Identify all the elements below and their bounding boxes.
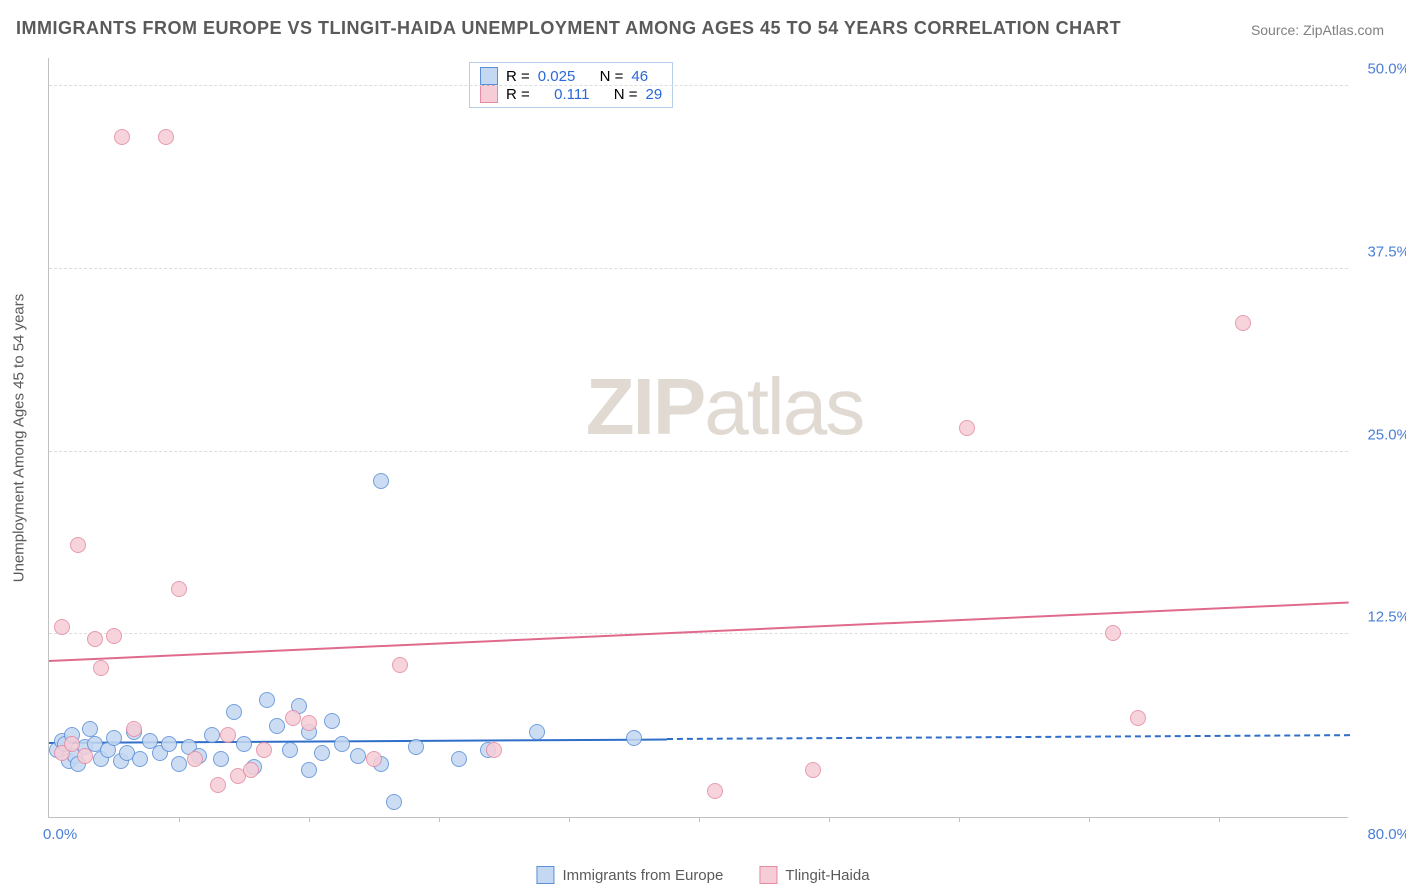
- data-point-series-1: [386, 794, 402, 810]
- data-point-series-2: [486, 742, 502, 758]
- y-tick-label: 37.5%: [1367, 243, 1406, 260]
- data-point-series-2: [256, 742, 272, 758]
- data-point-series-1: [334, 736, 350, 752]
- stats-swatch-1: [480, 67, 498, 85]
- x-tick: [829, 817, 830, 822]
- watermark-zip: ZIP: [586, 362, 704, 451]
- data-point-series-2: [210, 777, 226, 793]
- stats-swatch-2: [480, 85, 498, 103]
- x-tick: [179, 817, 180, 822]
- gridline: [49, 268, 1348, 269]
- stats-r-value-2: 0.111: [554, 86, 589, 103]
- data-point-series-1: [451, 751, 467, 767]
- data-point-series-1: [213, 751, 229, 767]
- series-legend: Immigrants from Europe Tlingit-Haida: [536, 866, 869, 884]
- x-axis-max-label: 80.0%: [1367, 826, 1406, 843]
- stats-r-value-1: 0.025: [538, 68, 576, 85]
- data-point-series-2: [1105, 625, 1121, 641]
- gridline: [49, 85, 1348, 86]
- stats-r-label-1: R =: [506, 68, 530, 85]
- data-point-series-2: [301, 715, 317, 731]
- data-point-series-1: [282, 742, 298, 758]
- source-attribution: Source: ZipAtlas.com: [1251, 22, 1384, 38]
- x-tick: [309, 817, 310, 822]
- x-axis-origin-label: 0.0%: [43, 826, 77, 843]
- legend-swatch-1: [536, 866, 554, 884]
- data-point-series-1: [259, 692, 275, 708]
- gridline: [49, 633, 1348, 634]
- x-tick: [439, 817, 440, 822]
- data-point-series-1: [161, 736, 177, 752]
- x-tick: [699, 817, 700, 822]
- regression-line-series-2: [49, 602, 1349, 662]
- data-point-series-2: [1130, 710, 1146, 726]
- data-point-series-2: [959, 420, 975, 436]
- stats-n-value-2: 29: [646, 86, 663, 103]
- data-point-series-2: [392, 657, 408, 673]
- data-point-series-2: [114, 129, 130, 145]
- data-point-series-1: [408, 739, 424, 755]
- legend-swatch-2: [759, 866, 777, 884]
- data-point-series-2: [805, 762, 821, 778]
- data-point-series-1: [626, 730, 642, 746]
- stats-n-label-2: N =: [614, 86, 638, 103]
- data-point-series-2: [106, 628, 122, 644]
- y-tick-label: 25.0%: [1367, 426, 1406, 443]
- data-point-series-2: [93, 660, 109, 676]
- data-point-series-2: [77, 748, 93, 764]
- stats-row-series-2: R = 0.111 N = 29: [480, 85, 662, 103]
- data-point-series-1: [132, 751, 148, 767]
- stats-n-label-1: N =: [600, 68, 624, 85]
- data-point-series-1: [301, 762, 317, 778]
- data-point-series-2: [285, 710, 301, 726]
- data-point-series-1: [236, 736, 252, 752]
- y-tick-label: 12.5%: [1367, 609, 1406, 626]
- data-point-series-2: [158, 129, 174, 145]
- x-tick: [569, 817, 570, 822]
- stats-n-value-1: 46: [631, 68, 648, 85]
- data-point-series-2: [220, 727, 236, 743]
- data-point-series-2: [366, 751, 382, 767]
- data-point-series-1: [171, 756, 187, 772]
- chart-title: IMMIGRANTS FROM EUROPE VS TLINGIT-HAIDA …: [16, 18, 1121, 39]
- watermark: ZIPatlas: [586, 361, 863, 453]
- watermark-atlas: atlas: [704, 362, 863, 451]
- data-point-series-2: [126, 721, 142, 737]
- correlation-scatter-chart: Unemployment Among Ages 45 to 54 years 0…: [48, 58, 1348, 818]
- legend-label-1: Immigrants from Europe: [562, 867, 723, 884]
- y-tick-label: 50.0%: [1367, 61, 1406, 78]
- x-tick: [959, 817, 960, 822]
- y-axis-label: Unemployment Among Ages 45 to 54 years: [11, 293, 28, 582]
- x-tick: [1219, 817, 1220, 822]
- data-point-series-2: [70, 537, 86, 553]
- data-point-series-2: [87, 631, 103, 647]
- data-point-series-1: [529, 724, 545, 740]
- data-point-series-2: [54, 619, 70, 635]
- data-point-series-1: [82, 721, 98, 737]
- legend-label-2: Tlingit-Haida: [785, 867, 869, 884]
- data-point-series-2: [1235, 315, 1251, 331]
- regression-line-series-1: [666, 735, 1349, 741]
- legend-item-1: Immigrants from Europe: [536, 866, 723, 884]
- data-point-series-1: [373, 473, 389, 489]
- data-point-series-1: [269, 718, 285, 734]
- data-point-series-2: [243, 762, 259, 778]
- data-point-series-2: [707, 783, 723, 799]
- data-point-series-2: [64, 736, 80, 752]
- data-point-series-1: [204, 727, 220, 743]
- stats-row-series-1: R = 0.025 N = 46: [480, 67, 662, 85]
- data-point-series-1: [350, 748, 366, 764]
- legend-item-2: Tlingit-Haida: [759, 866, 869, 884]
- gridline: [49, 451, 1348, 452]
- stats-r-label-2: R =: [506, 86, 530, 103]
- data-point-series-1: [314, 745, 330, 761]
- data-point-series-1: [324, 713, 340, 729]
- x-tick: [1089, 817, 1090, 822]
- data-point-series-2: [187, 751, 203, 767]
- data-point-series-2: [171, 581, 187, 597]
- data-point-series-1: [226, 704, 242, 720]
- data-point-series-1: [106, 730, 122, 746]
